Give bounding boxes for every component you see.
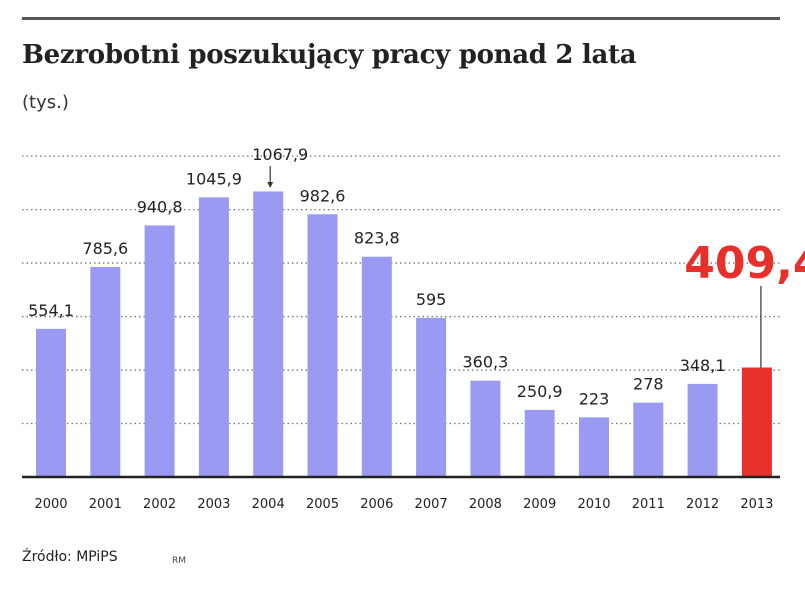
top-rule <box>22 17 780 20</box>
x-tick-label: 2001 <box>89 497 122 512</box>
x-tick-label: 2003 <box>197 497 230 512</box>
author-credit: RM <box>172 556 187 566</box>
value-label: 554,1 <box>28 301 74 320</box>
x-tick-label: 2012 <box>686 497 719 512</box>
x-tick-label: 2007 <box>415 497 448 512</box>
bar <box>633 402 664 477</box>
bar <box>307 214 338 478</box>
x-tick-label: 2002 <box>143 497 176 512</box>
x-tick-label: 2005 <box>306 497 339 512</box>
value-label: 223 <box>579 389 610 408</box>
x-tick-label: 2010 <box>577 497 610 512</box>
value-label: 823,8 <box>354 229 400 248</box>
grid-lines <box>22 155 780 425</box>
x-tick-label: 2009 <box>523 497 556 512</box>
x-tick-label: 2006 <box>360 497 393 512</box>
chart-unit: (tys.) <box>22 92 69 113</box>
x-tick-label: 2004 <box>252 497 285 512</box>
bar-highlight <box>741 367 772 477</box>
value-label: 982,6 <box>300 186 346 205</box>
pointer-arrow <box>267 182 274 188</box>
value-label: 348,1 <box>680 356 726 375</box>
bar <box>198 197 229 477</box>
value-label: 360,3 <box>462 353 508 372</box>
x-tick-label: 2011 <box>632 497 665 512</box>
value-label: 1045,9 <box>186 169 242 188</box>
x-tick-labels: 2000 2001 2002 2003 2004 2005 2006 2007 2008 2009… <box>34 497 773 512</box>
value-label: 1067,9 <box>252 145 308 164</box>
bar <box>253 191 284 477</box>
x-tick-label: 2008 <box>469 497 502 512</box>
bar <box>470 380 501 477</box>
bar <box>416 317 447 477</box>
source-note: Źródło: MPiPS <box>22 549 118 565</box>
bar <box>687 383 718 477</box>
bar <box>144 225 175 477</box>
value-label: 785,6 <box>82 239 128 258</box>
value-label: 595 <box>416 290 447 309</box>
bar <box>579 417 609 477</box>
bar <box>36 328 66 477</box>
x-tick-label: 2013 <box>740 497 773 512</box>
value-label: 278 <box>633 375 664 394</box>
value-label: 250,9 <box>517 382 563 401</box>
value-label-highlight: 409,4 <box>684 238 805 289</box>
bar <box>361 256 392 477</box>
value-label: 940,8 <box>137 197 183 216</box>
bar <box>90 266 121 477</box>
bar <box>524 409 555 477</box>
bars <box>36 191 772 478</box>
chart-title: Bezrobotni poszukujący pracy ponad 2 lat… <box>22 40 637 70</box>
x-tick-label: 2000 <box>34 497 67 512</box>
